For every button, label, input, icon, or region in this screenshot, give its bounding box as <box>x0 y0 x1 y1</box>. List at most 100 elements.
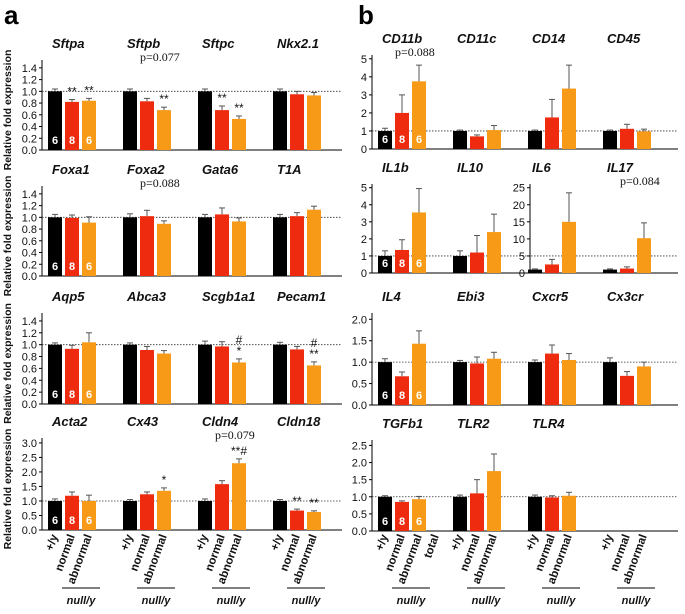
group-label-null-y: null/y <box>472 595 502 607</box>
chart-panel-a4: 0.0 0.5 1.0 1.5 2.0 2.5 3.0 Relative fold expre… <box>2 414 342 549</box>
n-label: 6 <box>86 515 92 527</box>
y-tick-label: 0.8 <box>22 224 37 236</box>
bar-CD14-2 <box>562 88 576 149</box>
bar-IL1b-2 <box>412 212 426 273</box>
chart-panel-b1: 0 1 2 3 4 5 CD11b 6 8 6 p=0.088 CD11c CD14 CD45 <box>361 31 678 156</box>
y-right-tick-label: 20 <box>513 200 525 212</box>
n-label: 6 <box>52 261 58 273</box>
bar-TGFb1-1 <box>395 501 409 531</box>
n-label: 6 <box>382 258 388 270</box>
y-tick-label: 1.5 <box>352 336 367 348</box>
bar-Sftpa-1 <box>65 101 79 150</box>
bar-Pecam1-1 <box>290 349 304 404</box>
significance-mark: ** <box>217 91 227 105</box>
bar-CD45-1 <box>620 128 634 149</box>
y-axis-label: Relative fold expression <box>2 303 14 424</box>
n-label: 8 <box>69 389 75 401</box>
bar-Cxcr5-1 <box>545 353 559 405</box>
bar-T1A-0 <box>273 217 287 276</box>
gene-name-Ebi3: Ebi3 <box>457 289 485 304</box>
bar-TGFb1-2 <box>412 499 426 531</box>
gene-name-Sftpc: Sftpc <box>202 36 235 51</box>
bar-Cldn4-2 <box>232 463 246 530</box>
bar-IL10-1 <box>470 252 484 273</box>
gene-name-Cldn18: Cldn18 <box>277 414 321 429</box>
gene-name-T1A: T1A <box>277 162 302 177</box>
bar-Scgb1a1-2 <box>232 362 246 404</box>
bar-Pecam1-0 <box>273 344 287 404</box>
bar-CD14-1 <box>545 117 559 149</box>
n-label: 6 <box>52 135 58 147</box>
y-tick-label: 2.5 <box>352 440 367 452</box>
y-tick-label: 1.0 <box>22 86 37 98</box>
gene-name-Cx3cr: Cx3cr <box>607 289 644 304</box>
group-label-null-y: null/y <box>217 595 247 607</box>
chart-panel-b4: 0.0 0.5 1.0 1.5 2.0 2.5 TGFb1 6 8 6 TLR2 TLR4 <box>352 416 678 538</box>
panel-letter-a: a <box>4 0 19 30</box>
y-tick-label: 0 <box>361 144 367 156</box>
bar-Cx3cr-1 <box>620 375 634 405</box>
y-tick-label: 5 <box>361 183 367 195</box>
y-tick-label: 0.5 <box>352 509 367 521</box>
significance-mark: # <box>311 336 318 350</box>
n-label: 8 <box>399 516 405 528</box>
bar-CD11b-2 <box>412 81 426 149</box>
bar-Sftpb-0 <box>123 91 137 150</box>
n-label: 6 <box>382 134 388 146</box>
bar-Foxa1-2 <box>82 222 96 276</box>
bar-Cxcr5-2 <box>562 360 576 405</box>
bar-CD11c-2 <box>487 130 501 149</box>
x-category-label: +/y <box>599 532 616 552</box>
bar-IL17-0 <box>603 269 617 273</box>
bar-IL10-2 <box>487 232 501 273</box>
y-tick-label: 0.0 <box>352 526 367 538</box>
y-tick-label: 2.5 <box>22 452 37 464</box>
significance-mark: * <box>162 473 167 487</box>
gene-name-Acta2: Acta2 <box>51 414 88 429</box>
bar-Abca3-0 <box>123 344 137 404</box>
bar-IL6-2 <box>562 221 576 273</box>
gene-name-TLR4: TLR4 <box>532 416 565 431</box>
y-tick-label: 0.2 <box>22 259 37 271</box>
bar-Sftpc-0 <box>198 91 212 150</box>
bar-TLR2-0 <box>453 496 467 531</box>
significance-mark: ** <box>159 92 169 106</box>
y-tick-label: 3 <box>361 90 367 102</box>
bar-TLR4-2 <box>562 495 576 531</box>
bar-Scgb1a1-1 <box>215 346 229 404</box>
y-tick-label: 0.8 <box>22 98 37 110</box>
x-category-label: +/y <box>524 532 541 552</box>
y-tick-label: 1.0 <box>22 212 37 224</box>
y-tick-label: 0.0 <box>22 271 37 283</box>
y-tick-label: 1.4 <box>22 189 37 201</box>
significance-mark: ** <box>309 347 319 361</box>
group-label-null-y: null/y <box>547 595 577 607</box>
gene-name-Pecam1: Pecam1 <box>277 289 326 304</box>
y-axis-label: Relative fold expression <box>2 429 14 550</box>
bar-IL17-1 <box>620 268 634 273</box>
y-tick-label: 2 <box>361 234 367 246</box>
bar-Aqp5-0 <box>48 344 62 404</box>
gene-name-TGFb1: TGFb1 <box>382 416 423 431</box>
y-axis-label: Relative fold expression <box>2 176 14 297</box>
bar-IL4-2 <box>412 343 426 405</box>
bar-Ebi3-0 <box>453 362 467 405</box>
bar-Cldn4-1 <box>215 484 229 530</box>
y-tick-label: 1.2 <box>22 201 37 213</box>
bar-Cx3cr-2 <box>637 366 651 405</box>
gene-name-Cxcr5: Cxcr5 <box>532 289 569 304</box>
y-tick-label: 1.5 <box>352 475 367 487</box>
bar-IL10-0 <box>453 255 467 273</box>
bar-IL1b-0 <box>378 255 392 273</box>
significance-mark: # <box>236 333 243 347</box>
bar-CD45-2 <box>637 131 651 149</box>
y-right-tick-label: 25 <box>513 183 525 195</box>
gene-name-IL4: IL4 <box>382 289 402 304</box>
n-label: 6 <box>52 515 58 527</box>
bar-Sftpc-1 <box>215 110 229 150</box>
x-category-label: +/y <box>269 532 286 552</box>
